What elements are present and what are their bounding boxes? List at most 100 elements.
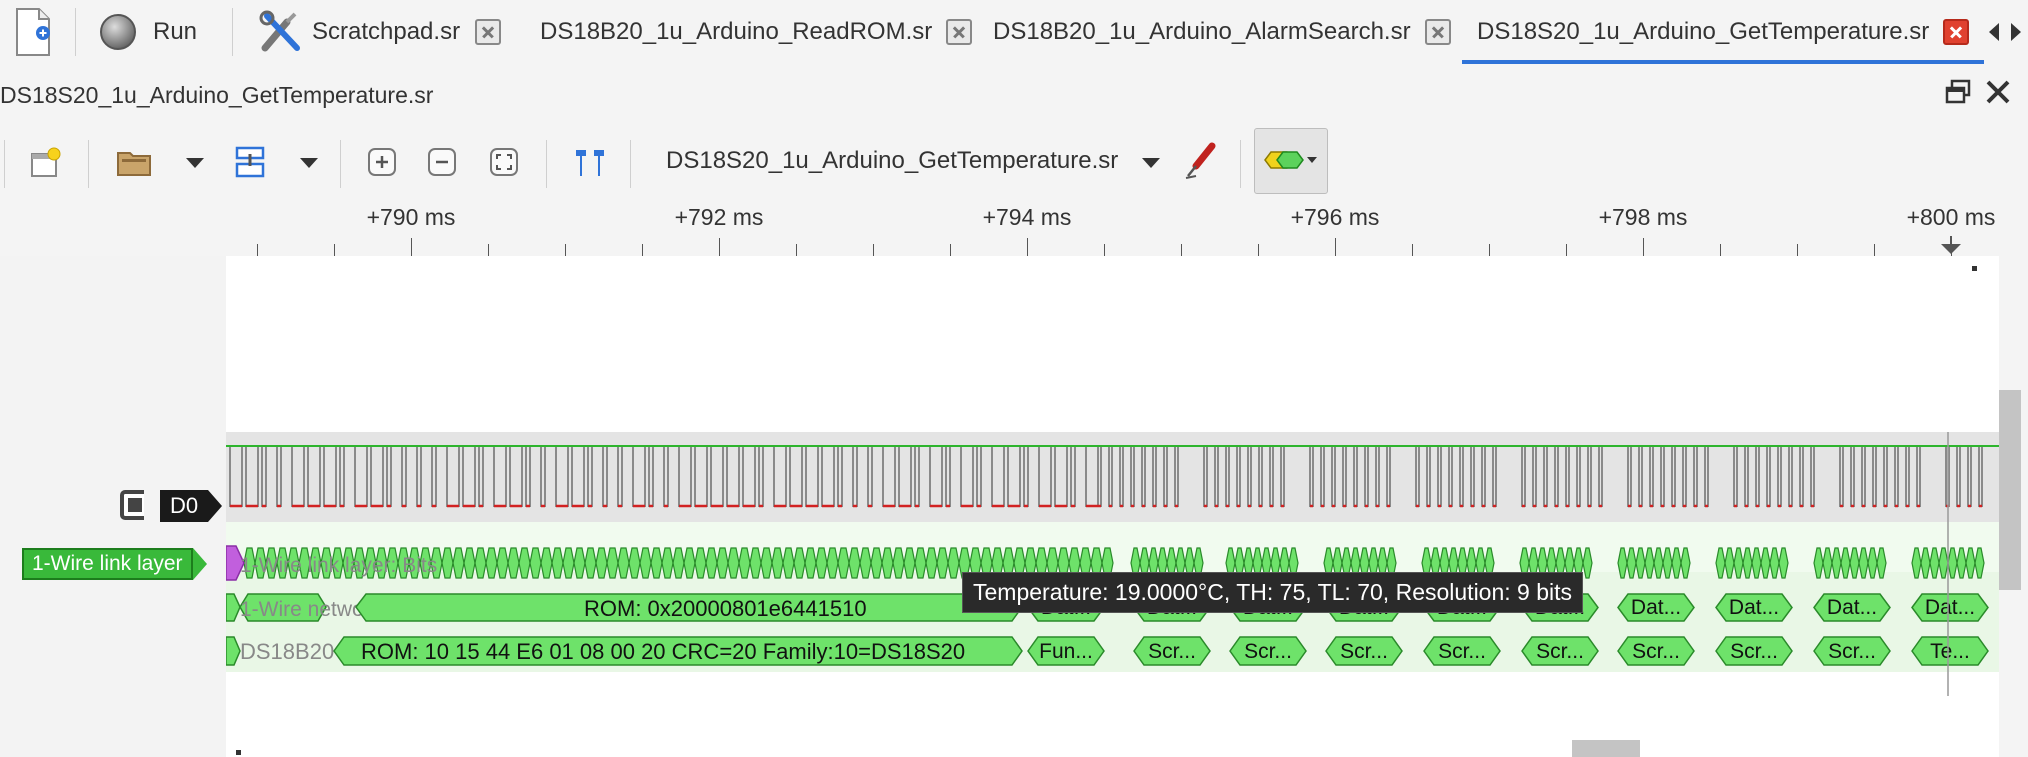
tools-icon [257,8,305,56]
bit-box [475,548,486,578]
d0-channel-label[interactable]: D0 [160,490,208,522]
ruler-tick [642,244,643,256]
bit-box [596,548,607,578]
tab-alarmsearch[interactable]: DS18B20_1u_Arduino_AlarmSearch.sr [993,0,1451,64]
bit-box [904,548,915,578]
device-command-box[interactable]: Scr... [1716,637,1792,665]
run-label[interactable]: Run [153,18,197,46]
link-row-text: 1-Wire link layer: Bits [240,554,437,577]
device-command-box[interactable]: Scr... [1522,637,1598,665]
link-layer-channel-label[interactable]: 1-Wire link layer [22,548,193,580]
bit-box [1957,548,1966,578]
bit-box [1752,548,1761,578]
trace-view[interactable]: 1-Wire link layer: Bits 1-Wire network l… [226,256,1999,757]
tab-readrom[interactable]: DS18B20_1u_Arduino_ReadROM.sr [540,0,972,64]
settings-button[interactable] [256,6,306,58]
network-data-box[interactable]: Dat... [1912,594,1988,621]
ruler-tick [1258,244,1259,256]
record-circle-icon [98,12,138,52]
close-view-button[interactable] [1984,78,2012,111]
device-command-box[interactable]: Scr... [1230,637,1306,665]
device-command-box[interactable]: Scr... [1134,637,1210,665]
ruler-label: +800 ms [1907,204,1996,231]
annotation-box-label: Scr... [1438,640,1486,663]
bit-box [816,548,827,578]
add-decoder-button[interactable] [1254,128,1328,194]
chevron-right-icon [2009,22,2023,42]
zoom-out-button[interactable] [424,144,460,180]
zoom-in-button[interactable] [364,144,400,180]
network-data-box[interactable]: Dat... [1716,594,1792,621]
bit-box [1654,548,1663,578]
network-data-box[interactable]: Dat... [1618,594,1694,621]
tab-label: DS18B20_1u_Arduino_ReadROM.sr [540,18,932,46]
bit-box [684,548,695,578]
session-dropdown-button[interactable] [1136,148,1166,178]
device-command-box[interactable]: Te... [1912,637,1988,665]
network-reset-box[interactable] [226,594,240,621]
bit-box [519,548,530,578]
restore-window-icon [1944,78,1972,106]
bit-box [1618,548,1627,578]
bit-box [574,548,585,578]
network-data-box[interactable]: Dat... [1814,594,1890,621]
scrollbar-thumb[interactable] [1999,390,2021,590]
annotation-box-label: Te... [1930,640,1970,663]
bit-box [486,548,497,578]
tab-scroll-left-button[interactable] [1984,18,2004,46]
device-command-box[interactable]: Scr... [1814,637,1890,665]
new-view-icon [28,144,64,180]
folder-icon [116,147,152,177]
bit-box [530,548,541,578]
close-icon[interactable] [1943,19,1969,45]
bit-box [497,548,508,578]
save-dropdown-button[interactable] [294,148,324,178]
bit-box [882,548,893,578]
ruler-tick [1643,238,1644,256]
run-button[interactable] [96,10,140,54]
cursor-marker-icon[interactable] [1936,236,1966,256]
bit-box [1636,548,1645,578]
session-selector[interactable]: DS18S20_1u_Arduino_GetTemperature.sr [666,147,1118,175]
device-command-box[interactable]: Scr... [1326,637,1402,665]
device-command-box[interactable]: Fun... [1028,637,1104,665]
device-rom-text: ROM: 10 15 44 E6 01 08 00 20 CRC=20 Fami… [361,639,965,664]
restore-view-button[interactable] [1944,78,1972,111]
bit-box [1939,548,1948,578]
probe-button[interactable] [1180,140,1220,184]
tab-label: Scratchpad.sr [312,18,461,46]
ruler-label: +790 ms [367,204,456,231]
save-button[interactable] [230,140,270,184]
bit-box [673,548,684,578]
bit-box [1868,548,1877,578]
device-reset-box[interactable] [226,637,240,665]
new-view-button[interactable] [26,140,66,184]
open-button[interactable] [114,142,154,182]
bit-box [772,548,783,578]
device-command-box[interactable]: Scr... [1424,637,1500,665]
horizontal-scrollbar-thumb[interactable] [1572,740,1640,757]
toolbar-separator [340,140,341,188]
show-cursors-button[interactable] [570,142,610,182]
close-icon[interactable] [946,19,972,45]
annotation-box-label: Scr... [1632,640,1680,663]
bit-box [860,548,871,578]
bit-box [937,548,948,578]
bit-box [926,548,937,578]
annotation-box-label: Dat... [1925,596,1975,619]
tab-scroll-right-button[interactable] [2006,18,2026,46]
chevron-down-icon [1141,157,1161,169]
bit-box [607,548,618,578]
vertical-scrollbar[interactable] [1999,256,2028,757]
zoom-fit-button[interactable] [486,144,522,180]
open-dropdown-button[interactable] [180,148,210,178]
annotation-tooltip: Temperature: 19.0000°C, TH: 75, TL: 70, … [962,572,1583,613]
close-icon[interactable] [1425,19,1451,45]
d0-channel-handle[interactable] [120,490,144,520]
new-session-button[interactable] [10,6,56,58]
bit-box [728,548,739,578]
device-command-box[interactable]: Scr... [1618,637,1694,665]
tab-gettemperature[interactable]: DS18S20_1u_Arduino_GetTemperature.sr [1477,0,1969,64]
tab-scratchpad[interactable]: Scratchpad.sr [312,0,501,64]
close-icon[interactable] [475,19,501,45]
